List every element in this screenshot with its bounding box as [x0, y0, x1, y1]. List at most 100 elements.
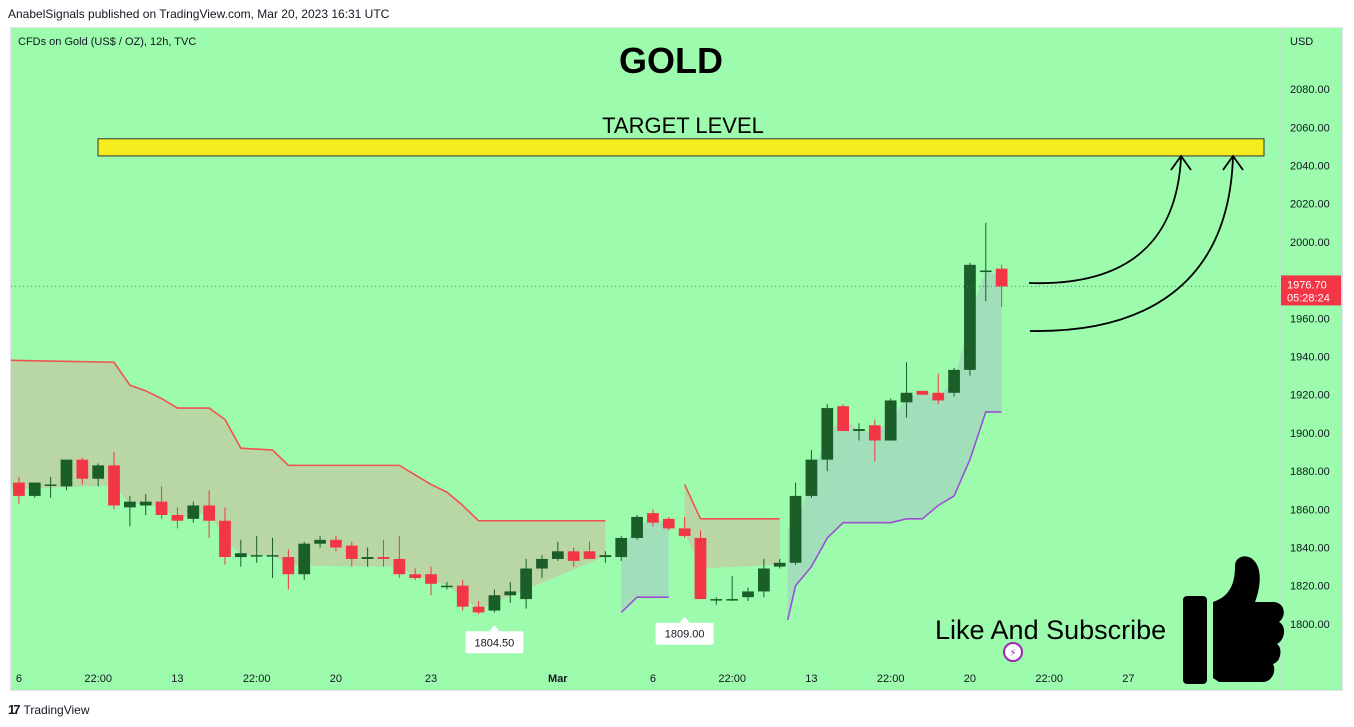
x-tick-label: 22:00 — [1035, 673, 1063, 685]
y-tick-label: 2000.00 — [1290, 237, 1330, 249]
low-label-pointer — [679, 616, 690, 623]
candle — [266, 555, 279, 557]
candle — [567, 551, 580, 561]
thumbs-up-icon — [1183, 556, 1285, 684]
symbol-label: CFDs on Gold (US$ / OZ), 12h, TVC — [18, 36, 196, 48]
supertrend-up-fill-0 — [621, 517, 669, 613]
candle — [631, 516, 643, 538]
x-tick-label: 20 — [330, 673, 342, 685]
y-tick-label: 1820.00 — [1290, 581, 1330, 593]
candle — [916, 390, 929, 395]
y-tick-label: 2020.00 — [1290, 199, 1330, 211]
candle — [979, 270, 992, 273]
price-chart[interactable]: TARGET LEVEL GOLD CFDs on Gold (US$ / OZ),… — [11, 28, 1344, 692]
candle — [726, 599, 739, 601]
candle — [742, 591, 754, 598]
candle — [13, 482, 25, 496]
candle — [314, 539, 326, 544]
candle — [409, 574, 422, 579]
candle — [456, 585, 469, 607]
candle — [441, 585, 453, 588]
candle — [853, 429, 865, 431]
y-tick-label: 1860.00 — [1290, 504, 1330, 516]
x-tick-label: 22:00 — [243, 673, 271, 685]
low-label-0: 1804.50 — [465, 625, 524, 654]
candle — [298, 543, 311, 575]
x-tick-label: 6 — [16, 673, 22, 685]
candle — [108, 465, 120, 506]
candle — [393, 558, 406, 575]
candle — [76, 459, 89, 479]
arrow-curve-2 — [1029, 155, 1234, 332]
last-price-badge-bg — [1281, 275, 1341, 306]
candle — [995, 268, 1008, 287]
candle — [758, 568, 770, 592]
footer[interactable]: 17 TradingView — [8, 702, 90, 717]
y-tick-label: 1900.00 — [1290, 428, 1330, 440]
candle — [868, 425, 881, 441]
candle — [504, 591, 517, 596]
target-zone — [97, 138, 1265, 157]
supertrend-down-line-0 — [11, 359, 606, 522]
candle — [599, 555, 612, 558]
candle — [948, 369, 960, 393]
last-price-value: 1976.70 — [1287, 279, 1327, 291]
lightning-icon-circle — [1003, 642, 1023, 662]
x-tick-label: 23 — [425, 673, 437, 685]
candle — [361, 557, 374, 559]
candle — [282, 557, 295, 575]
low-label-text: 1804.50 — [475, 637, 515, 649]
candle — [536, 558, 548, 569]
supertrend-down-line-1 — [683, 484, 780, 520]
x-tick-label: 22:00 — [84, 673, 112, 685]
y-tick-label: 2040.00 — [1290, 161, 1330, 173]
supertrend-up-line-1 — [786, 411, 1002, 621]
y-tick-label: 1800.00 — [1290, 619, 1330, 631]
candle — [662, 518, 675, 529]
last-price-countdown: 05:28:24 — [1287, 292, 1330, 304]
candle — [345, 545, 358, 559]
x-tick-label: 22:00 — [877, 673, 905, 685]
y-tick-label: 1960.00 — [1290, 313, 1330, 325]
arrow-head-1 — [1170, 154, 1192, 171]
x-tick-label: Mar — [548, 673, 568, 685]
low-label-box — [465, 631, 524, 654]
candle — [139, 501, 152, 506]
supertrend-down-fill-0 — [11, 360, 606, 610]
lightning-icon-glyph: ⚡ — [1009, 648, 1016, 659]
candle — [964, 264, 976, 370]
candle — [60, 459, 73, 487]
footer-brand: TradingView — [23, 702, 90, 717]
low-label-box — [655, 622, 714, 645]
candle — [187, 505, 200, 519]
candle — [92, 465, 105, 479]
candle — [678, 528, 691, 537]
y-axis-unit: USD — [1290, 36, 1313, 48]
candle — [520, 568, 532, 600]
low-label-text: 1809.00 — [665, 629, 705, 641]
y-tick-label: 1840.00 — [1290, 542, 1330, 554]
candle — [805, 459, 818, 496]
x-tick-label: 13 — [805, 673, 817, 685]
low-label-pointer — [489, 625, 500, 632]
tradingview-logo-icon: 17 — [8, 702, 21, 717]
candle — [647, 513, 659, 523]
candle — [234, 553, 247, 558]
candle — [837, 406, 849, 431]
x-tick-label: 22:00 — [718, 673, 746, 685]
candle — [124, 501, 136, 508]
candle — [250, 555, 263, 557]
candle — [710, 599, 723, 601]
candle — [28, 482, 41, 496]
candle — [773, 562, 786, 567]
candle — [615, 537, 628, 558]
candle — [583, 551, 596, 559]
arrow-head-2 — [1222, 154, 1244, 171]
supertrend-up-line-0 — [620, 596, 669, 614]
y-tick-label: 2080.00 — [1290, 84, 1330, 96]
candle — [789, 495, 802, 563]
supertrend-down-fill-1 — [684, 484, 780, 569]
chart-panel[interactable]: TARGET LEVEL GOLD CFDs on Gold (US$ / OZ),… — [10, 27, 1344, 692]
y-tick-label: 1880.00 — [1290, 466, 1330, 478]
